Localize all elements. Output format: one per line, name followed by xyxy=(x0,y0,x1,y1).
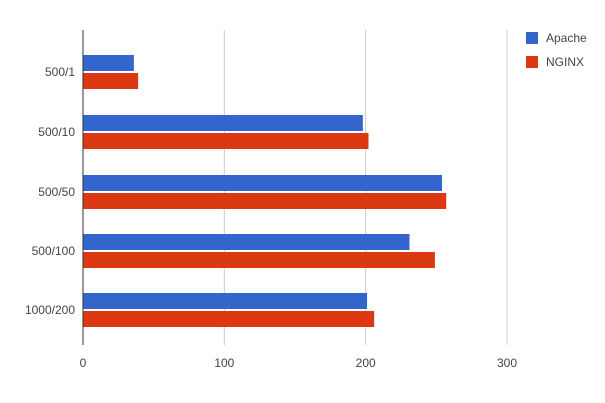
y-tick-label: 500/10 xyxy=(38,125,75,139)
bar-apache-500-50 xyxy=(83,175,442,191)
bar-apache-500-10 xyxy=(83,115,363,131)
x-tick-label: 200 xyxy=(356,356,376,370)
bar-apache-500-1 xyxy=(83,55,134,71)
y-tick-label: 500/100 xyxy=(32,244,76,258)
x-tick-label: 300 xyxy=(497,356,517,370)
legend: Apache NGINX xyxy=(526,31,587,79)
bar-nginx-500-1 xyxy=(83,73,139,89)
bar-nginx-500-10 xyxy=(83,133,369,149)
bar-apache-500-100 xyxy=(83,234,410,250)
tick-labels: 0 100 200 300 500/1 500/10 500/50 500/100 1000/2… xyxy=(25,65,517,370)
bar-nginx-500-100 xyxy=(83,252,435,268)
legend-swatch-nginx xyxy=(526,56,538,68)
y-tick-label: 1000/200 xyxy=(25,303,75,317)
legend-item-nginx: NGINX xyxy=(526,55,587,69)
legend-label-apache: Apache xyxy=(546,31,587,45)
x-tick-label: 0 xyxy=(80,356,87,370)
legend-swatch-apache xyxy=(526,32,538,44)
y-tick-label: 500/1 xyxy=(45,65,75,79)
y-tick-label: 500/50 xyxy=(38,185,75,199)
x-tick-label: 100 xyxy=(214,356,234,370)
legend-label-nginx: NGINX xyxy=(546,55,585,69)
bar-nginx-500-50 xyxy=(83,193,447,209)
bar-apache-1000-200 xyxy=(83,293,368,309)
bars xyxy=(83,55,447,327)
legend-item-apache: Apache xyxy=(526,31,587,45)
bar-nginx-1000-200 xyxy=(83,311,375,327)
